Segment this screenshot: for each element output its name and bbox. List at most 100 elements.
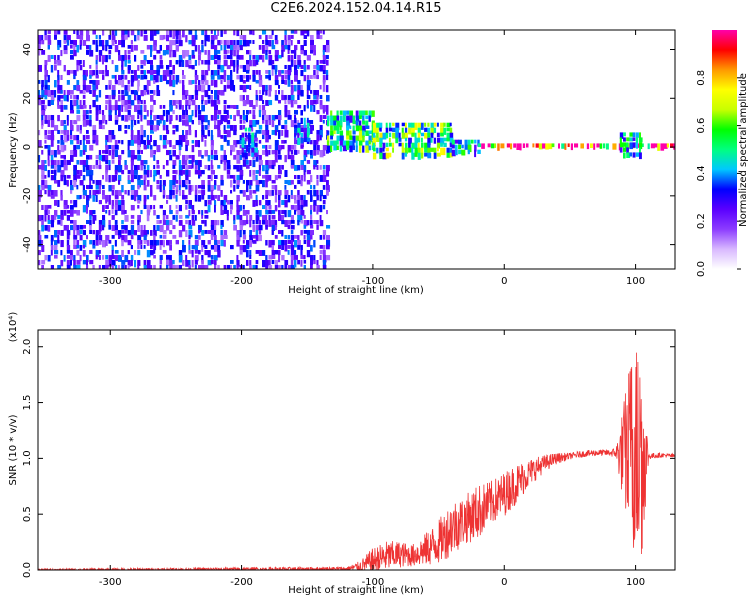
heatmap-cell <box>217 265 220 269</box>
heatmap-cell <box>612 143 617 150</box>
heatmap-cell <box>284 125 288 130</box>
heatmap-cell <box>73 245 78 249</box>
heatmap-cell <box>124 130 128 134</box>
heatmap-cell <box>310 45 314 52</box>
heatmap-cell <box>349 110 354 118</box>
heatmap-cell <box>185 185 188 190</box>
x-tick-label: -200 <box>230 577 253 588</box>
heatmap-cell <box>249 110 252 114</box>
heatmap-cell <box>57 240 60 244</box>
heatmap-cell <box>233 30 236 36</box>
heatmap-cell <box>57 80 60 86</box>
heatmap-cell <box>86 160 89 168</box>
heatmap-cell <box>271 120 275 128</box>
heatmap-cell <box>47 40 52 45</box>
heatmap-cell <box>137 85 140 92</box>
heatmap-cell <box>300 210 305 216</box>
heatmap-cell <box>252 220 255 225</box>
heatmap-cell <box>178 55 183 63</box>
heatmap-cell <box>239 190 243 194</box>
heatmap-cell <box>143 170 148 175</box>
heatmap-cell <box>108 105 113 113</box>
heatmap-cell <box>316 145 320 152</box>
heatmap-cell <box>629 152 633 157</box>
heatmap-cell <box>169 120 172 125</box>
heatmap-cell <box>38 90 41 97</box>
heatmap-cell <box>60 250 63 256</box>
heatmap-cell <box>114 195 119 200</box>
heatmap-cell <box>140 140 145 145</box>
heatmap-cell <box>326 120 330 127</box>
heatmap-cell <box>210 235 214 240</box>
heatmap-cell <box>310 195 313 202</box>
heatmap-cell <box>252 240 257 244</box>
heatmap-cell <box>207 250 211 258</box>
heatmap-cell <box>297 60 302 67</box>
heatmap-cell <box>76 225 80 232</box>
heatmap-cell <box>223 240 226 247</box>
heatmap-cell <box>294 50 297 56</box>
heatmap-cell <box>134 45 138 51</box>
heatmap-cell <box>382 132 387 140</box>
heatmap-cell <box>278 230 282 234</box>
heatmap-cell <box>150 30 154 38</box>
heatmap-cell <box>175 190 178 195</box>
heatmap-cell <box>159 265 162 269</box>
heatmap-cell <box>207 200 212 205</box>
heatmap-cell <box>268 145 272 149</box>
heatmap-cell <box>252 175 256 182</box>
heatmap-cell <box>336 140 339 145</box>
heatmap-cell <box>319 255 322 260</box>
heatmap-cell <box>95 70 99 77</box>
heatmap-cell <box>185 255 188 261</box>
heatmap-cell <box>303 255 306 260</box>
heatmap-cell <box>352 120 356 125</box>
heatmap-cell <box>436 122 439 127</box>
heatmap-cell <box>303 127 308 135</box>
heatmap-cell <box>172 50 177 58</box>
heatmap-cell <box>242 150 247 154</box>
heatmap-cell <box>185 170 189 177</box>
heatmap-cell <box>346 120 351 128</box>
heatmap-cell <box>127 45 132 49</box>
heatmap-cell <box>194 70 198 78</box>
heatmap-cell <box>102 240 106 248</box>
heatmap-cell <box>182 170 186 175</box>
heatmap-cell <box>271 150 276 155</box>
heatmap-cell <box>66 80 70 85</box>
heatmap-cell <box>194 35 198 40</box>
heatmap-cell <box>111 85 116 91</box>
heatmap-cell <box>76 265 81 269</box>
heatmap-cell <box>82 85 87 91</box>
heatmap-cell <box>201 85 206 93</box>
heatmap-cell <box>635 132 639 138</box>
heatmap-cell <box>38 100 42 106</box>
heatmap-cell <box>564 143 567 150</box>
heatmap-cell <box>313 150 317 156</box>
heatmap-cell <box>73 225 77 231</box>
heatmap-cell <box>54 170 57 176</box>
heatmap-cell <box>162 235 167 239</box>
heatmap-cell <box>494 143 497 148</box>
heatmap-cell <box>619 132 624 139</box>
heatmap-cell <box>306 150 310 155</box>
heatmap-cell <box>82 75 87 81</box>
heatmap-cell <box>38 165 42 170</box>
heatmap-cell <box>294 75 298 82</box>
heatmap-cell <box>236 140 241 145</box>
heatmap-cell <box>102 125 105 130</box>
heatmap-cell <box>153 230 157 237</box>
heatmap-cell <box>268 90 272 97</box>
heatmap-cell <box>265 150 269 157</box>
heatmap-cell <box>38 185 41 191</box>
heatmap-cell <box>249 185 252 190</box>
heatmap-cell <box>153 170 157 177</box>
heatmap-cell <box>188 200 192 206</box>
heatmap-cell <box>130 150 135 158</box>
heatmap-cell <box>169 240 172 245</box>
heatmap-cell <box>342 140 347 147</box>
heatmap-cell <box>178 100 182 108</box>
heatmap-cell <box>63 255 66 262</box>
heatmap-cell <box>121 105 124 112</box>
heatmap-cell <box>127 115 131 121</box>
